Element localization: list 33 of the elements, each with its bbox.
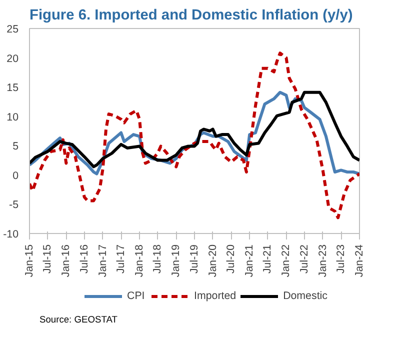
x-tick-label: Jan-18 [134, 244, 146, 278]
x-tick-label: Jul-15 [42, 244, 54, 274]
legend-label: CPI [127, 290, 146, 302]
y-tick-label: -10 [3, 228, 19, 240]
x-tick-label: Jan-22 [280, 244, 292, 278]
legend-label: Domestic [283, 290, 328, 302]
x-tick-label: Jul-17 [115, 244, 128, 274]
y-tick-label: 25 [6, 24, 19, 36]
x-tick-label: Jan-21 [244, 244, 256, 278]
x-tick-label: Jan-23 [316, 244, 329, 278]
source-note: Source: GEOSTAT [40, 314, 118, 324]
x-tick-label: Jan-20 [206, 244, 219, 278]
x-tick-label: Jan-17 [96, 244, 109, 278]
x-tick-label: Jan-15 [24, 244, 36, 278]
x-tick-label: Jul-18 [152, 244, 164, 274]
x-tick-label: Jan-24 [354, 244, 366, 278]
x-tick-label: Jul-19 [188, 244, 200, 274]
x-tick-label: Jan-16 [60, 244, 72, 278]
x-tick-label: Jul-16 [78, 244, 90, 274]
y-tick-label: 10 [6, 111, 19, 124]
x-tick-label: Jan-19 [170, 244, 182, 278]
y-tick-label: 20 [6, 52, 19, 65]
x-tick-label: Jul-22 [298, 244, 310, 274]
x-tick-label: Jul-20 [225, 244, 238, 274]
x-tick-label: Jul-23 [335, 244, 348, 274]
y-tick-label: 5 [12, 140, 19, 153]
line-series [30, 52, 360, 220]
legend-label: Imported [194, 290, 236, 302]
y-tick-label: 0 [12, 170, 19, 182]
x-tick-label: Jul-21 [262, 244, 274, 274]
y-tick-label: 15 [6, 82, 19, 94]
chart-title: Figure 6. Imported and Domestic Inflation (y/y) [30, 8, 353, 24]
y-tick-label: -5 [9, 199, 19, 212]
